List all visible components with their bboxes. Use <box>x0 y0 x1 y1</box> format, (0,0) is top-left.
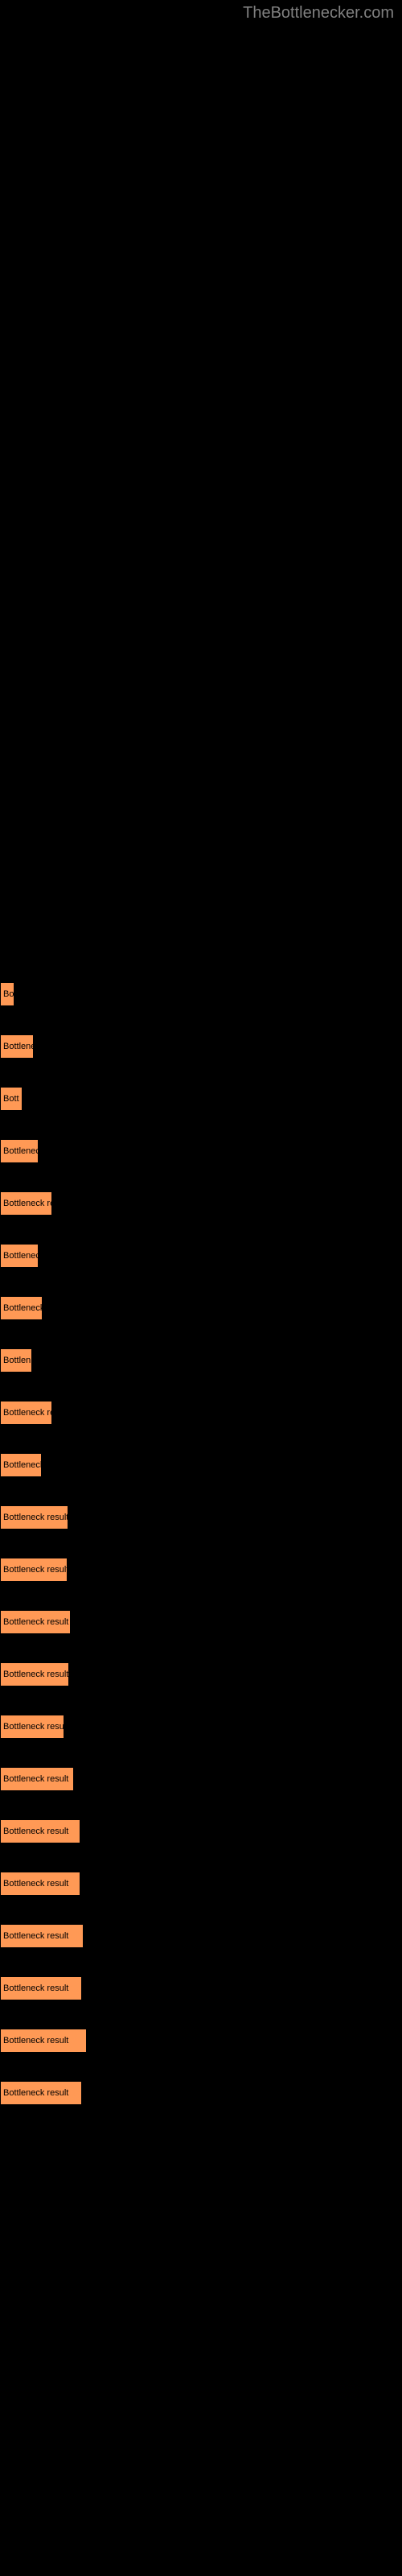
bar-19: Bottleneck result <box>0 1976 82 2000</box>
bar-9: Bottleneck <box>0 1453 42 1477</box>
bar-10: Bottleneck result <box>0 1505 68 1530</box>
bar-12: Bottleneck result <box>0 1610 71 1634</box>
bar-row: Bottleneck <box>0 1296 402 1320</box>
bar-row: Bottlenec <box>0 1139 402 1163</box>
bar-row: Bottleneck result <box>0 1872 402 1896</box>
bar-row: Bottlenec <box>0 1244 402 1268</box>
bar-2: Bott <box>0 1087 23 1111</box>
bar-14: Bottleneck resu <box>0 1715 64 1739</box>
bar-row: Bott <box>0 1087 402 1111</box>
bar-3: Bottlenec <box>0 1139 39 1163</box>
bar-5: Bottlenec <box>0 1244 39 1268</box>
bar-row: Bottleneck result <box>0 2029 402 2053</box>
bar-row: Bottleneck result <box>0 1558 402 1582</box>
bar-row: Bottlen <box>0 1348 402 1373</box>
bar-6: Bottleneck <box>0 1296 43 1320</box>
bar-8: Bottleneck re <box>0 1401 52 1425</box>
bar-20: Bottleneck result <box>0 2029 87 2053</box>
bar-16: Bottleneck result <box>0 1819 80 1843</box>
bar-row: Bottleneck result <box>0 1610 402 1634</box>
bar-13: Bottleneck result <box>0 1662 69 1686</box>
bar-18: Bottleneck result <box>0 1924 84 1948</box>
bar-row: Bottleneck resu <box>0 1715 402 1739</box>
bar-11: Bottleneck result <box>0 1558 68 1582</box>
bar-row: Bottleneck result <box>0 1976 402 2000</box>
bar-row: Bottleneck <box>0 1453 402 1477</box>
bar-0: Bo <box>0 982 14 1006</box>
bar-7: Bottlen <box>0 1348 32 1373</box>
bar-row: Bottleneck re <box>0 1191 402 1216</box>
bar-row: Bottleneck re <box>0 1401 402 1425</box>
bar-row: Bo <box>0 982 402 1006</box>
bar-row: Bottleneck result <box>0 1767 402 1791</box>
watermark-text: TheBottlenecker.com <box>243 4 394 23</box>
bar-row: Bottleneck result <box>0 1819 402 1843</box>
bar-row: Bottleneck result <box>0 1662 402 1686</box>
bar-row: Bottlene <box>0 1034 402 1059</box>
bar-4: Bottleneck re <box>0 1191 52 1216</box>
bar-row: Bottleneck result <box>0 1924 402 1948</box>
bar-row: Bottleneck result <box>0 1505 402 1530</box>
bar-21: Bottleneck result <box>0 2081 82 2105</box>
bar-15: Bottleneck result <box>0 1767 74 1791</box>
bar-1: Bottlene <box>0 1034 34 1059</box>
bar-chart: Bo Bottlene Bott Bottlenec Bottleneck re… <box>0 0 402 2105</box>
bar-row: Bottleneck result <box>0 2081 402 2105</box>
bar-17: Bottleneck result <box>0 1872 80 1896</box>
